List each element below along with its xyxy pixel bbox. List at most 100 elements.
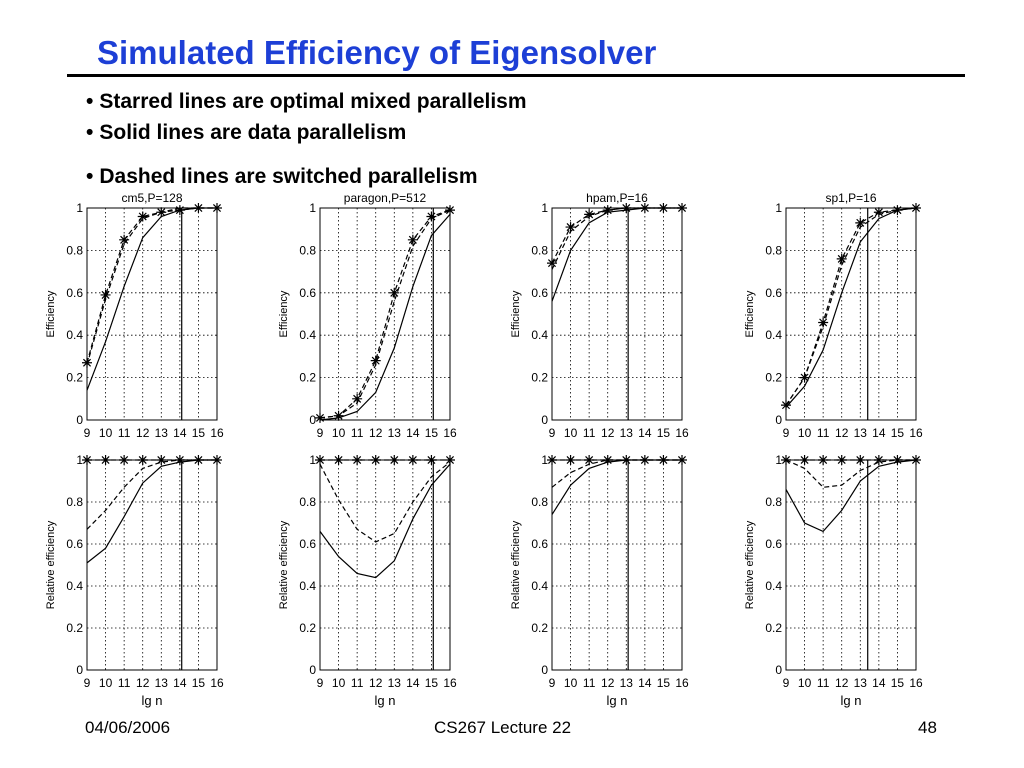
x-tick-label: 16 [443,676,457,690]
star-marker [781,400,791,411]
chart-title: hpam,P=16 [586,191,648,205]
y-axis-label: Efficiency [510,290,522,337]
y-tick-label: 0.4 [299,328,316,342]
star-marker [621,455,632,465]
y-tick-label: 0 [76,413,83,427]
y-tick-label: 1 [309,453,316,467]
footer-page-number: 48 [918,718,937,737]
x-tick-label: 15 [657,676,671,690]
x-tick-label: 9 [317,676,324,690]
star-marker [333,410,344,421]
y-tick-label: 0.2 [299,371,316,385]
star-marker [212,455,222,465]
star-marker [352,393,363,404]
x-tick-label: 13 [620,676,634,690]
x-tick-label: 13 [155,426,169,440]
series-line-solid [319,463,451,579]
y-axis-label: Relative efficiency [45,520,57,609]
x-tick-label: 15 [891,676,905,690]
star-marker [174,205,185,216]
y-tick-label: 0.4 [66,328,83,342]
series-line-star [319,209,451,419]
x-tick-label: 10 [798,676,812,690]
star-marker [565,222,576,233]
star-marker [426,455,437,465]
star-marker [82,455,92,465]
y-axis-label: Relative efficiency [510,520,522,609]
bullet-dashed: • Dashed lines are switched parallelism [86,165,478,189]
x-tick-label: 12 [136,676,150,690]
star-marker [855,217,866,228]
chart-panel-6: 9 10 11 12 13 14 15 16 0 0.2 0.4 0.6 0.8 1 Relative ef… [278,453,457,708]
chart-panel-4: 9 10 11 12 13 14 15 16 0 0.2 0.4 0.6 0.8 1 Efficiency s… [744,191,923,440]
chart-panel-8: 9 10 11 12 13 14 15 16 0 0.2 0.4 0.6 0.8 1 Relative ef… [744,453,923,708]
footer-date: 04/06/2006 [85,718,171,737]
star-marker [389,287,400,298]
star-marker [315,412,325,423]
y-tick-label: 0.6 [299,537,316,551]
y-tick-label: 0.4 [765,328,782,342]
y-tick-label: 0.6 [531,286,548,300]
y-tick-label: 0.4 [531,328,548,342]
x-tick-label: 16 [675,426,689,440]
y-tick-label: 0 [541,413,548,427]
y-tick-label: 0 [541,663,548,677]
chart-title: paragon,P=512 [344,191,427,205]
y-tick-label: 1 [76,453,83,467]
x-tick-label: 16 [443,426,457,440]
y-tick-label: 0.4 [531,579,548,593]
x-tick-label: 9 [317,426,324,440]
series-line-dashed [785,459,916,488]
plot-frame [785,207,917,421]
x-tick-label: 10 [564,676,578,690]
x-tick-label: 14 [406,676,420,690]
y-tick-label: 0 [76,663,83,677]
star-marker [119,234,130,245]
x-tick-label: 9 [549,676,556,690]
x-tick-label: 15 [192,426,206,440]
x-tick-label: 10 [99,676,113,690]
x-tick-label: 14 [173,676,187,690]
y-tick-label: 0.8 [765,495,782,509]
y-axis-label: Efficiency [744,290,756,337]
y-tick-label: 0.8 [299,243,316,257]
x-tick-label: 14 [638,676,652,690]
plot-frame [785,459,917,671]
star-marker [836,253,847,264]
star-marker [100,289,111,300]
plot-frame [86,207,218,421]
star-marker [781,455,791,465]
y-tick-label: 0.2 [531,621,548,635]
star-marker [547,258,557,269]
y-axis-label: Relative efficiency [744,520,756,609]
x-tick-label: 12 [835,426,849,440]
y-tick-label: 1 [775,201,782,215]
y-tick-label: 0.2 [299,621,316,635]
x-tick-label: 12 [835,676,849,690]
chart-panel-5: 9 10 11 12 13 14 15 16 0 0.2 0.4 0.6 0.8 1 Relative ef… [45,453,224,708]
star-marker [602,205,613,216]
x-tick-label: 16 [675,676,689,690]
x-tick-label: 16 [210,676,224,690]
x-tick-label: 16 [909,676,923,690]
series-line-solid [319,214,451,421]
x-tick-label: 11 [817,426,830,440]
star-marker [658,455,669,465]
y-tick-label: 0 [775,663,782,677]
x-tick-label: 9 [84,676,91,690]
chart-panel-1: 9 10 11 12 13 14 15 16 0 0.2 0.4 0.6 0.8 1 Efficiency c… [45,191,224,440]
star-marker [426,211,437,222]
y-tick-label: 0.4 [299,579,316,593]
star-marker [174,455,185,465]
star-marker [639,203,650,213]
y-tick-label: 0.8 [66,495,83,509]
star-marker [818,317,829,328]
y-tick-label: 1 [76,201,83,215]
bullet-dot: • [86,90,94,113]
x-tick-label: 10 [798,426,812,440]
y-tick-label: 1 [309,201,316,215]
star-marker [658,203,669,213]
bullet-text: Starred lines are optimal mixed parallel… [99,90,527,113]
x-tick-label: 11 [817,676,830,690]
